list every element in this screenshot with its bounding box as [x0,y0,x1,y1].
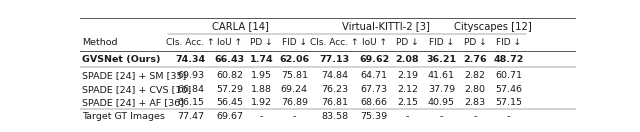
Text: 74.84: 74.84 [321,71,348,80]
Text: SPADE [24] + SM [35]: SPADE [24] + SM [35] [82,71,186,80]
Text: 57.46: 57.46 [495,85,522,94]
Text: -: - [292,112,296,121]
Text: 62.06: 62.06 [279,55,309,63]
Text: 83.58: 83.58 [321,112,348,121]
Text: -: - [406,112,409,121]
Text: 75.81: 75.81 [281,71,308,80]
Text: PD ↓: PD ↓ [464,38,486,47]
Text: Cityscapes [12]: Cityscapes [12] [454,22,532,32]
Text: 2.83: 2.83 [465,98,486,107]
Text: 77.47: 77.47 [177,112,204,121]
Text: FID ↓: FID ↓ [496,38,521,47]
Text: 77.13: 77.13 [319,55,349,63]
Text: 57.29: 57.29 [216,85,243,94]
Text: 67.73: 67.73 [360,85,388,94]
Text: 75.39: 75.39 [360,112,388,121]
Text: Target GT Images: Target GT Images [82,112,165,121]
Text: Method: Method [82,38,118,47]
Text: 41.61: 41.61 [428,71,455,80]
Text: 1.74: 1.74 [250,55,273,63]
Text: 2.19: 2.19 [397,71,418,80]
Text: 2.08: 2.08 [396,55,419,63]
Text: -: - [440,112,443,121]
Text: PD ↓: PD ↓ [396,38,419,47]
Text: IoU ↑: IoU ↑ [218,38,243,47]
Text: GVSNet (Ours): GVSNet (Ours) [82,55,161,63]
Text: 76.23: 76.23 [321,85,348,94]
Text: IoU ↑: IoU ↑ [362,38,387,47]
Text: 2.15: 2.15 [397,98,418,107]
Text: 2.12: 2.12 [397,85,418,94]
Text: CARLA [14]: CARLA [14] [212,22,269,32]
Text: SPADE [24] + CVS [10]: SPADE [24] + CVS [10] [82,85,191,94]
Text: 76.81: 76.81 [321,98,348,107]
Text: 60.71: 60.71 [495,71,522,80]
Text: Virtual-KITTI-2 [3]: Virtual-KITTI-2 [3] [342,22,429,32]
Text: 66.43: 66.43 [215,55,245,63]
Text: -: - [260,112,263,121]
Text: 57.15: 57.15 [495,98,522,107]
Text: -: - [507,112,510,121]
Text: 1.88: 1.88 [251,85,272,94]
Text: FID ↓: FID ↓ [282,38,307,47]
Text: 76.89: 76.89 [281,98,308,107]
Text: 66.15: 66.15 [177,98,204,107]
Text: 68.66: 68.66 [360,98,388,107]
Text: 56.45: 56.45 [216,98,243,107]
Text: SPADE [24] + AF [36]: SPADE [24] + AF [36] [82,98,184,107]
Text: Cls. Acc. ↑: Cls. Acc. ↑ [166,38,215,47]
Text: 1.95: 1.95 [251,71,272,80]
Text: 36.21: 36.21 [426,55,456,63]
Text: 64.71: 64.71 [360,71,388,80]
Text: 69.24: 69.24 [281,85,308,94]
Text: 66.84: 66.84 [177,85,204,94]
Text: Cls. Acc. ↑: Cls. Acc. ↑ [310,38,358,47]
Text: 2.76: 2.76 [463,55,487,63]
Text: 2.80: 2.80 [465,85,486,94]
Text: FID ↓: FID ↓ [429,38,454,47]
Text: 2.82: 2.82 [465,71,486,80]
Text: 69.62: 69.62 [359,55,389,63]
Text: -: - [474,112,477,121]
Text: 1.92: 1.92 [251,98,272,107]
Text: 37.79: 37.79 [428,85,455,94]
Text: 60.82: 60.82 [216,71,243,80]
Text: 69.93: 69.93 [177,71,204,80]
Text: 74.34: 74.34 [175,55,205,63]
Text: PD ↓: PD ↓ [250,38,273,47]
Text: 48.72: 48.72 [493,55,524,63]
Text: 69.67: 69.67 [216,112,243,121]
Text: 40.95: 40.95 [428,98,455,107]
